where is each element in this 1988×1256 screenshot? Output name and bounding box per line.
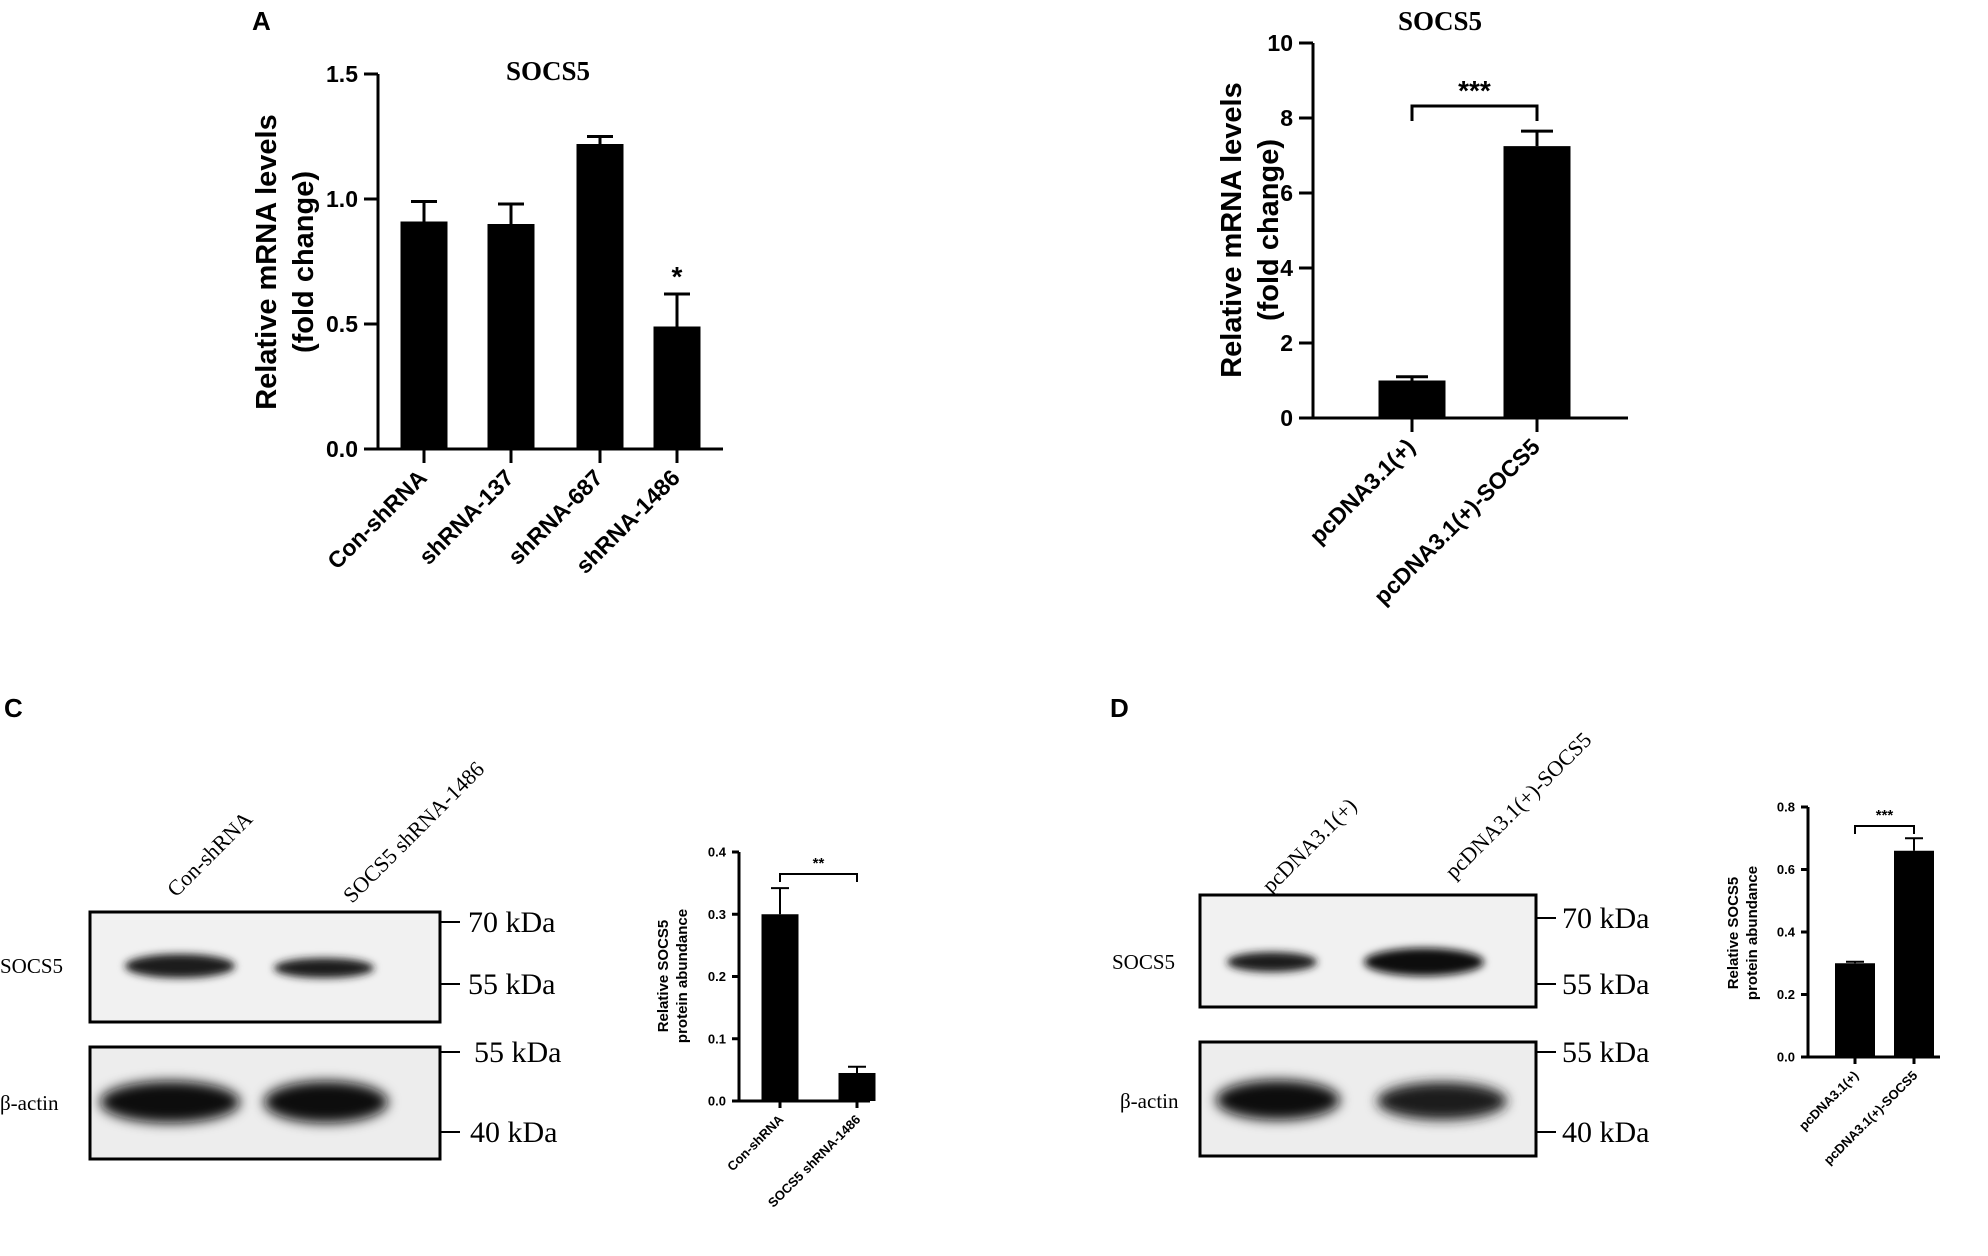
y-tick-label: 0.4	[708, 845, 727, 860]
blot-c-socs5-band-lane-2	[274, 958, 374, 978]
y-tick-label: 0.5	[326, 311, 358, 337]
panel-letter-d: D	[1110, 693, 1129, 723]
y-tick-label: 0.2	[708, 969, 726, 984]
y-tick-label: 8	[1280, 105, 1293, 131]
blot-c-actin-band-lane-2	[264, 1081, 388, 1123]
significance-marker: *	[672, 261, 683, 292]
y-tick-label: 0.0	[708, 1094, 726, 1109]
blot-d-actin-band-lane-2	[1377, 1082, 1507, 1120]
y-tick-label: 0.0	[1777, 1050, 1795, 1065]
blot-d-socs5-box	[1198, 893, 1538, 1009]
y-axis-label: (fold change)	[1253, 139, 1285, 321]
y-tick-label: 2	[1280, 330, 1293, 356]
blot-c-marker-70: 70 kDa	[468, 906, 555, 939]
y-axis-label: protein abundance	[1744, 866, 1761, 1000]
bar	[653, 326, 701, 449]
bar	[487, 224, 535, 449]
significance-bracket	[1410, 104, 1539, 121]
blot-d-lane-label-1: pcDNA3.1(+)	[1257, 793, 1362, 898]
bar	[576, 144, 624, 449]
x-category-label: shRNA-137	[414, 464, 519, 569]
blot-c-socs5-band-lane-1	[125, 954, 235, 978]
significance-marker: ***	[1876, 807, 1894, 824]
western-blot-d: pcDNA3.1(+) pcDNA3.1(+)-SOCS5 SOCS5 β-ac…	[1112, 727, 1649, 1158]
bar	[1894, 850, 1934, 1057]
bar	[1378, 380, 1446, 418]
blot-c-marker-40: 40 kDa	[470, 1116, 557, 1149]
y-tick-label: 0.8	[1777, 800, 1795, 815]
blot-c-row-label-actin: β-actin	[0, 1091, 59, 1115]
y-axis-label: (fold change)	[288, 171, 320, 353]
bar	[761, 914, 799, 1101]
significance-marker: **	[813, 855, 825, 872]
y-tick-label: 6	[1280, 180, 1293, 206]
x-category-label: pcDNA3.1(+)	[1304, 433, 1420, 549]
panel-letter-a: A	[252, 6, 271, 36]
y-tick-label: 1.5	[326, 61, 358, 87]
panel-letter-c: C	[4, 693, 23, 723]
x-category-label: pcDNA3.1(+)	[1796, 1068, 1862, 1134]
x-category-label: Con-shRNA	[322, 464, 432, 574]
x-category-label: Con-shRNA	[724, 1111, 787, 1174]
bar	[1503, 146, 1571, 418]
blot-c-row-label-socs5: SOCS5	[0, 954, 63, 978]
y-axis-label: Relative SOCS5	[1725, 877, 1742, 990]
blot-d-socs5-band-lane-1	[1227, 952, 1317, 972]
blot-d-actin-band-lane-1	[1216, 1080, 1340, 1120]
blot-c-lane-label-2: SOCS5 shRNA-1486	[338, 756, 489, 907]
y-axis-label: protein abundance	[674, 909, 691, 1043]
blot-d-marker-55-top: 55 kDa	[1562, 968, 1649, 1001]
y-tick-label: 0.0	[326, 436, 358, 462]
y-tick-label: 0.2	[1777, 987, 1795, 1002]
y-tick-label: 0.3	[708, 907, 726, 922]
blot-d-marker-40: 40 kDa	[1562, 1116, 1649, 1149]
blot-c-marker-55-bottom: 55 kDa	[474, 1036, 561, 1069]
y-tick-label: 0.6	[1777, 862, 1795, 877]
chart-title: SOCS5	[1398, 6, 1482, 36]
bar	[400, 221, 448, 449]
y-axis-label: Relative mRNA levels	[251, 114, 283, 410]
significance-marker: ***	[1458, 75, 1491, 106]
y-tick-label: 0	[1280, 405, 1293, 431]
chart-c-protein-abundance: 0.0 0.1 0.2 0.3 0.4 Relative SOCS5 protein abu…	[655, 845, 876, 1210]
bar	[838, 1072, 876, 1101]
y-tick-label: 4	[1280, 255, 1293, 281]
y-axis-label: Relative SOCS5	[655, 920, 672, 1033]
chart-d-protein-abundance: 0.0 0.2 0.4 0.6 0.8 Relative SOCS5 protein abu…	[1725, 800, 1940, 1168]
blot-d-marker-55-bottom: 55 kDa	[1562, 1036, 1649, 1069]
blot-d-lane-label-2: pcDNA3.1(+)-SOCS5	[1440, 727, 1597, 884]
blot-c-marker-55-top: 55 kDa	[468, 968, 555, 1001]
blot-d-socs5-band-lane-2	[1364, 948, 1484, 976]
western-blot-c: Con-shRNA SOCS5 shRNA-1486 SOCS5 β-actin…	[0, 756, 561, 1161]
y-axis-label: Relative mRNA levels	[1216, 82, 1248, 378]
y-tick-label: 10	[1267, 30, 1293, 56]
chart-title: SOCS5	[506, 56, 590, 86]
significance-bracket	[779, 873, 858, 882]
y-tick-label: 0.1	[708, 1031, 726, 1046]
chart-a-knockdown-mrna: 0.0 0.5 1.0 1.5 Relative mRNA levels (fold ch…	[251, 56, 723, 579]
blot-c-lane-label-1: Con-shRNA	[162, 806, 258, 902]
y-tick-label: 0.4	[1777, 925, 1796, 940]
blot-d-marker-70: 70 kDa	[1562, 902, 1649, 935]
y-tick-label: 1.0	[326, 186, 358, 212]
chart-a-overexpression-mrna: 0 2 4 6 8 10 Relative mRNA levels (fold change)…	[1216, 6, 1628, 609]
blot-d-row-label-socs5: SOCS5	[1112, 950, 1175, 974]
bar	[1835, 963, 1875, 1057]
blot-d-row-label-actin: β-actin	[1120, 1089, 1179, 1113]
significance-bracket	[1854, 825, 1915, 834]
blot-c-actin-band-lane-1	[100, 1081, 240, 1123]
